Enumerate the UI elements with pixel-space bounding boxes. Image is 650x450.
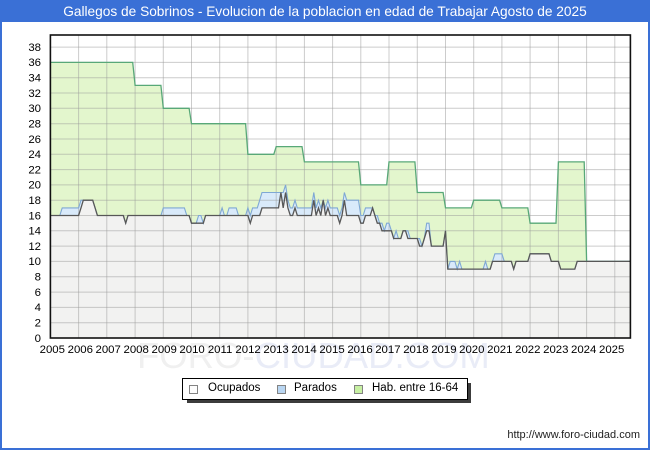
svg-text:2025: 2025 [599, 344, 624, 356]
svg-text:2010: 2010 [179, 344, 204, 356]
svg-text:2018: 2018 [403, 344, 428, 356]
svg-text:2023: 2023 [543, 344, 568, 356]
svg-text:10: 10 [28, 256, 41, 268]
svg-text:2017: 2017 [375, 344, 400, 356]
svg-text:2021: 2021 [487, 344, 512, 356]
svg-text:2016: 2016 [347, 344, 372, 356]
svg-text:16: 16 [28, 210, 41, 222]
svg-text:2014: 2014 [291, 344, 316, 356]
svg-text:2020: 2020 [459, 344, 484, 356]
svg-text:38: 38 [28, 42, 41, 54]
svg-text:2019: 2019 [431, 344, 456, 356]
svg-text:2012: 2012 [235, 344, 260, 356]
svg-text:2008: 2008 [124, 344, 149, 356]
svg-text:28: 28 [28, 119, 41, 131]
svg-text:22: 22 [28, 164, 41, 176]
svg-text:2015: 2015 [319, 344, 344, 356]
svg-text:14: 14 [28, 226, 41, 238]
svg-text:34: 34 [28, 73, 41, 85]
svg-text:2013: 2013 [263, 344, 288, 356]
svg-text:6: 6 [35, 287, 41, 299]
svg-text:2009: 2009 [152, 344, 177, 356]
svg-text:2022: 2022 [515, 344, 540, 356]
svg-text:32: 32 [28, 88, 41, 100]
svg-text:20: 20 [28, 180, 41, 192]
svg-text:2005: 2005 [40, 344, 65, 356]
svg-text:12: 12 [28, 241, 41, 253]
svg-text:2006: 2006 [68, 344, 93, 356]
svg-text:8: 8 [35, 272, 41, 284]
svg-text:0: 0 [35, 333, 41, 345]
svg-text:2: 2 [35, 318, 41, 330]
svg-text:18: 18 [28, 195, 41, 207]
svg-text:2007: 2007 [96, 344, 121, 356]
svg-text:2011: 2011 [208, 344, 233, 356]
svg-text:26: 26 [28, 134, 41, 146]
svg-text:24: 24 [28, 149, 41, 161]
svg-text:4: 4 [35, 302, 41, 314]
svg-text:2024: 2024 [571, 344, 596, 356]
svg-text:30: 30 [28, 103, 41, 115]
svg-text:36: 36 [28, 57, 41, 69]
